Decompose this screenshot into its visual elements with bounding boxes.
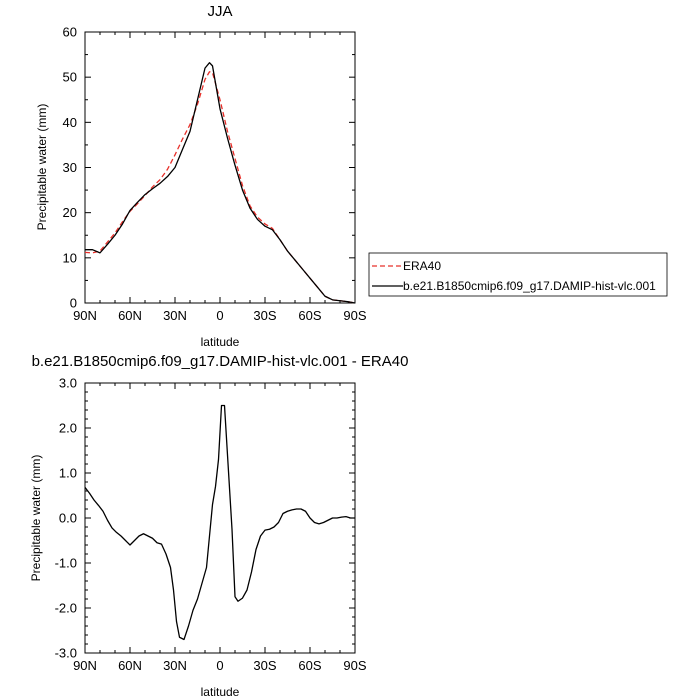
top-y-axis-label: Precipitable water (mm): [35, 104, 49, 231]
top-panel: JJA 90N 60N 30N 0 30S 60S 90S 0 10 20 30 40 50 60 la…: [35, 3, 367, 349]
top-x-axis-label: latitude: [201, 335, 240, 349]
bottom-x-tick-label: 60N: [118, 658, 142, 673]
bottom-y-tick-label: -1.0: [55, 556, 77, 571]
top-x-tick-label: 0: [216, 308, 223, 323]
bottom-y-tick-label: 2.0: [59, 421, 77, 436]
top-x-tick-labels: 90N 60N 30N 0 30S 60S 90S: [73, 308, 367, 323]
top-y-tick-label: 60: [63, 25, 77, 40]
top-plot-frame: [84, 31, 356, 304]
top-y-tick-label: 30: [63, 160, 77, 175]
top-series-lines: [84, 62, 356, 304]
bottom-y-tick-label: 1.0: [59, 466, 77, 481]
bottom-x-tick-labels: 90N 60N 30N 0 30S 60S 90S: [73, 658, 367, 673]
top-x-tick-label: 90S: [343, 308, 366, 323]
bottom-y-tick-label: 0.0: [59, 511, 77, 526]
top-x-tick-label: 90N: [73, 308, 97, 323]
top-y-tick-label: 40: [63, 115, 77, 130]
bottom-series-lines: [84, 404, 355, 641]
top-x-tick-label: 30N: [163, 308, 187, 323]
legend-model-label: b.e21.B1850cmip6.f09_g17.DAMIP-hist-vlc.…: [403, 279, 656, 293]
bottom-panel: b.e21.B1850cmip6.f09_g17.DAMIP-hist-vlc.…: [29, 353, 408, 699]
top-chart-title: JJA: [207, 3, 232, 20]
top-y-tick-label: 0: [70, 296, 77, 311]
bottom-chart-title: b.e21.B1850cmip6.f09_g17.DAMIP-hist-vlc.…: [32, 353, 409, 370]
top-y-tick-labels: 0 10 20 30 40 50 60: [63, 25, 77, 311]
bottom-x-tick-label: 30S: [253, 658, 276, 673]
bottom-y-tick-label: 3.0: [59, 376, 77, 391]
top-y-tick-label: 50: [63, 70, 77, 85]
bottom-y-tick-label: -3.0: [55, 646, 77, 661]
bottom-x-tick-label: 90N: [73, 658, 97, 673]
legend: ERA40 b.e21.B1850cmip6.f09_g17.DAMIP-his…: [368, 252, 668, 297]
top-model-line: [85, 62, 356, 304]
bottom-x-tick-label: 60S: [298, 658, 321, 673]
top-y-tick-label: 10: [63, 250, 77, 265]
legend-box: [368, 252, 668, 297]
bottom-x-tick-label: 30N: [163, 658, 187, 673]
top-y-tick-label: 20: [63, 205, 77, 220]
top-ticks: [84, 31, 356, 304]
top-x-tick-label: 60S: [298, 308, 321, 323]
bottom-x-tick-label: 0: [216, 658, 223, 673]
bottom-x-tick-label: 90S: [343, 658, 366, 673]
bottom-y-axis-label: Precipitable water (mm): [29, 455, 43, 582]
bottom-difference-line: [84, 404, 355, 641]
bottom-y-tick-labels: -3.0 -2.0 -1.0 0.0 1.0 2.0 3.0: [55, 376, 77, 661]
legend-era40-label: ERA40: [403, 259, 441, 273]
top-era40-line: [84, 71, 356, 304]
top-x-tick-label: 60N: [118, 308, 142, 323]
top-x-tick-label: 30S: [253, 308, 276, 323]
bottom-x-axis-label: latitude: [201, 685, 240, 699]
bottom-y-tick-label: -2.0: [55, 601, 77, 616]
